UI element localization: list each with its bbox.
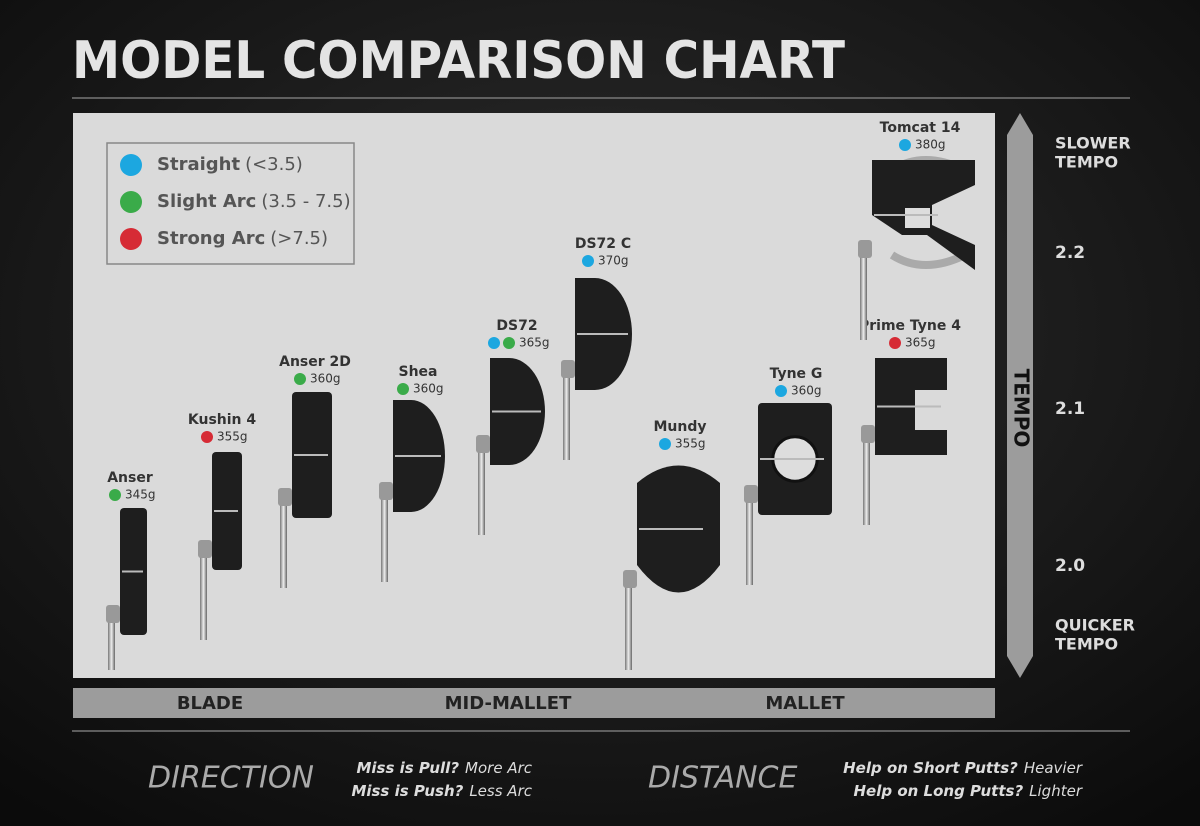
putter-dot [201,431,213,443]
tempo-end-label: QUICKER [1055,616,1135,635]
putter-hosel [106,605,120,623]
putter-weight: 380g [915,138,946,152]
tempo-end-label: TEMPO [1055,635,1118,654]
tempo-tick-label: 2.0 [1055,556,1085,576]
putter-dot [889,337,901,349]
putter-hosel [561,360,575,378]
putter-shaft [863,435,870,525]
putter-weight: 365g [519,336,550,350]
putter-shaft [625,580,632,670]
putter-dot [503,337,515,349]
putter-hosel [379,482,393,500]
tempo-end-label: TEMPO [1055,153,1118,172]
putter-hosel [744,485,758,503]
putter-hosel [198,540,212,558]
putter-weight: 360g [791,384,822,398]
putter-shaft [280,498,287,588]
putter-hosel [858,240,872,258]
putter-dot [397,383,409,395]
legend-range: (>7.5) [270,228,328,249]
putter-name: Anser [107,470,153,486]
putter-name: Shea [399,364,438,380]
tempo-end-label: SLOWER [1055,134,1131,153]
legend-range: (3.5 - 7.5) [261,191,350,212]
footer-answer: Less Arc [469,782,532,800]
legend-dot [120,191,142,213]
putter-hosel [278,488,292,506]
footer-heading: DIRECTION [148,761,314,796]
putter-window [905,208,930,228]
footer-question: Miss is Push? [351,782,463,800]
putter-shaft [860,250,867,340]
putter-shaft [381,492,388,582]
legend-label: Strong Arc (>7.5) [157,228,328,249]
putter-weight: 360g [310,372,341,386]
footer-answer: More Arc [465,759,533,777]
putter-dot [488,337,500,349]
putter-shaft [563,370,570,460]
tempo-arrow [1007,113,1033,678]
putter-dot [775,385,787,397]
footer-line: Help on Short Putts? Heavier [843,759,1083,777]
putter-name: DS72 [496,318,537,334]
putter-shaft [746,495,753,585]
legend-dot [120,154,142,176]
putter-name: Tomcat 14 [880,120,961,136]
legend-range: (<3.5) [245,154,303,175]
footer-answer: Lighter [1029,782,1083,800]
putter-name: Mundy [653,419,706,435]
category-label: BLADE [177,693,243,714]
putter-weight: 355g [675,437,706,451]
putter-shaft [108,615,115,670]
putter-hosel [476,435,490,453]
category-label: MALLET [765,693,845,714]
legend-label: Straight (<3.5) [157,154,303,175]
putter-dot [899,139,911,151]
putter-shaft [478,445,485,535]
putter-dot [109,489,121,501]
putter-hosel [623,570,637,588]
putter-weight: 360g [413,382,444,396]
putter-dot [659,438,671,450]
title: MODEL COMPARISON CHART [72,31,845,91]
putter-hosel [861,425,875,443]
footer-heading: DISTANCE [648,761,797,796]
tempo-label: TEMPO [1010,369,1034,448]
legend-name: Strong Arc [157,228,265,249]
footer-line: Help on Long Putts? Lighter [854,782,1083,800]
content: Straight (<3.5) Slight Arc (3.5 - 7.5) Stron… [106,120,1135,800]
footer-line: Miss is Push? Less Arc [351,782,532,800]
footer-line: Miss is Pull? More Arc [356,759,532,777]
putter-name: Anser 2D [279,354,351,370]
legend-dot [120,228,142,250]
putter-name: DS72 C [575,236,631,252]
legend-box [106,142,355,265]
tempo-tick-label: 2.2 [1055,243,1085,263]
putter-shaft [200,550,207,640]
putter-name: Prime Tyne 4 [859,318,961,334]
footer-answer: Heavier [1024,759,1083,777]
putter-weight: 355g [217,430,248,444]
putter-weight: 370g [598,254,629,268]
category-bar [73,688,995,718]
putter-name: Kushin 4 [188,412,257,428]
tempo-tick-label: 2.1 [1055,399,1085,419]
legend-label: Slight Arc (3.5 - 7.5) [157,191,351,212]
footer-question: Help on Short Putts? [843,759,1018,777]
putter-name: Tyne G [770,366,823,382]
putter-dot [582,255,594,267]
legend-name: Straight [157,154,240,175]
category-label: MID-MALLET [445,693,572,714]
footer-question: Help on Long Putts? [854,782,1024,800]
putter-dot [294,373,306,385]
putter-weight: 365g [905,336,936,350]
footer-question: Miss is Pull? [356,759,459,777]
putter-weight: 345g [125,488,156,502]
legend-name: Slight Arc [157,191,256,212]
